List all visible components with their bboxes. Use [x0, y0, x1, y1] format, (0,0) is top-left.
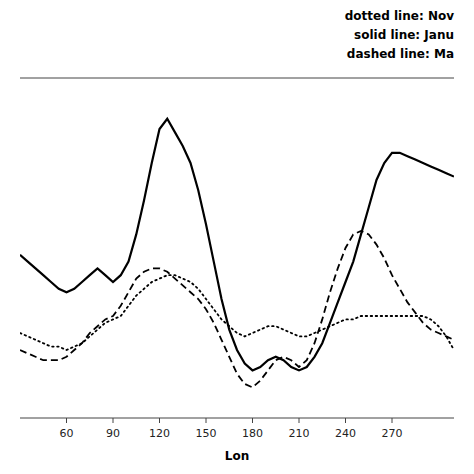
x-tick-label: 270: [382, 427, 403, 440]
line-solid: [20, 119, 454, 371]
x-tick-label: 150: [196, 427, 217, 440]
axis-top: [20, 78, 454, 79]
x-tick: [159, 418, 160, 423]
x-tick: [252, 418, 253, 423]
x-tick: [345, 418, 346, 423]
x-tick-label: 90: [106, 427, 120, 440]
x-tick: [206, 418, 207, 423]
line-dashed: [20, 231, 454, 387]
x-tick-label: 180: [242, 427, 263, 440]
x-tick-label: 120: [149, 427, 170, 440]
line-dotted: [20, 275, 454, 350]
x-tick: [392, 418, 393, 423]
x-axis-label: Lon: [225, 449, 249, 463]
x-tick-label: 240: [335, 427, 356, 440]
x-tick-label: 210: [289, 427, 310, 440]
x-tick: [66, 418, 67, 423]
annotation: solid line: Janu: [354, 28, 454, 42]
annotation: dotted line: Nov: [345, 9, 454, 23]
x-axis: [20, 418, 454, 419]
x-tick: [299, 418, 300, 423]
x-tick-label: 60: [60, 427, 74, 440]
x-tick: [113, 418, 114, 423]
annotation: dashed line: Ma: [347, 47, 454, 61]
chart: 60 90 120 150 180 210 240 270 Lon dotted line: No…: [0, 0, 474, 474]
plot-area: [20, 119, 454, 388]
